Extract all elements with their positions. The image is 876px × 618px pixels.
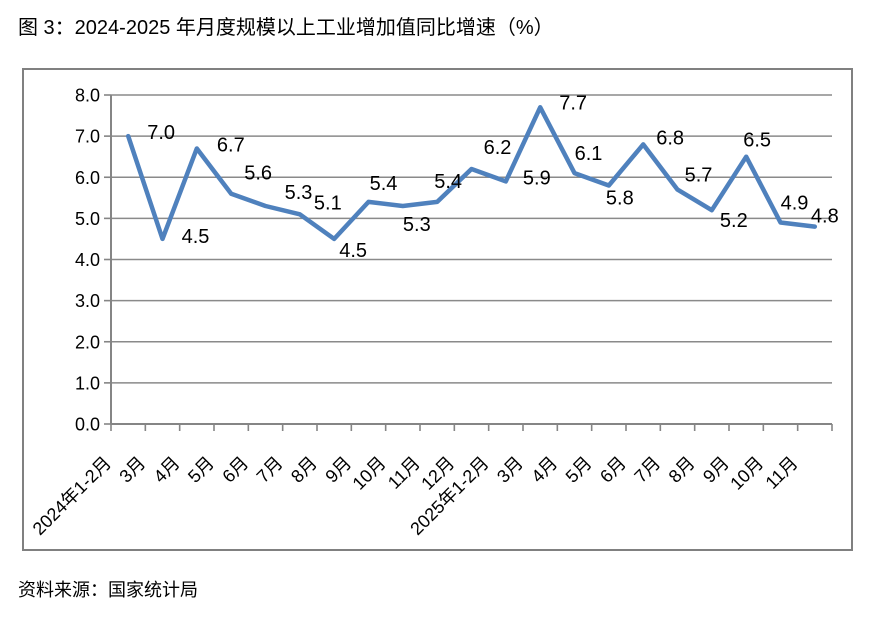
data-label: 5.9 bbox=[523, 167, 551, 189]
data-label: 5.1 bbox=[314, 192, 342, 214]
x-tick-label: 6月 bbox=[218, 453, 252, 487]
data-label: 4.5 bbox=[339, 240, 367, 262]
x-tick-label: 4月 bbox=[150, 453, 184, 487]
x-tick-label: 5月 bbox=[184, 453, 218, 487]
y-tick-label: 7.0 bbox=[75, 127, 100, 147]
data-label: 4.5 bbox=[182, 226, 210, 248]
x-tick-label: 4月 bbox=[527, 453, 561, 487]
y-axis-ticks bbox=[104, 94, 111, 425]
y-tick-label: 2.0 bbox=[75, 332, 100, 352]
data-label: 5.4 bbox=[434, 171, 462, 193]
data-label: 6.8 bbox=[656, 127, 684, 149]
y-tick-label: 4.0 bbox=[75, 250, 100, 270]
data-label: 5.7 bbox=[685, 165, 713, 187]
series-line bbox=[125, 105, 818, 242]
x-tick-label: 6月 bbox=[596, 453, 630, 487]
x-axis-labels: 2024年1-2月 3月 4月 5月 6月 7月 8月 9月10月11月12月2025年1-2… bbox=[29, 453, 802, 539]
data-label: 6.7 bbox=[217, 134, 245, 156]
x-tick-label: 11月 bbox=[762, 453, 802, 493]
x-tick-label: 5月 bbox=[562, 453, 596, 487]
data-label: 5.3 bbox=[403, 214, 431, 236]
data-label: 4.9 bbox=[781, 192, 809, 214]
data-label: 5.4 bbox=[370, 173, 398, 195]
y-tick-label: 5.0 bbox=[75, 209, 100, 229]
gridlines bbox=[111, 94, 832, 384]
x-tick-label: 7月 bbox=[253, 453, 287, 487]
data-label: 4.8 bbox=[811, 206, 839, 228]
data-label: 6.2 bbox=[484, 137, 512, 159]
x-tick-label: 8月 bbox=[665, 453, 699, 487]
data-label: 6.1 bbox=[575, 143, 603, 165]
series-polyline bbox=[125, 105, 818, 242]
y-tick-label: 0.0 bbox=[75, 415, 100, 435]
y-tick-label: 8.0 bbox=[75, 86, 100, 106]
x-tick-label: 11月 bbox=[384, 453, 424, 493]
x-tick-label: 2024年1-2月 bbox=[29, 453, 115, 539]
y-tick-label: 6.0 bbox=[75, 168, 100, 188]
x-axis-ticks bbox=[110, 424, 833, 431]
y-tick-label: 1.0 bbox=[75, 373, 100, 393]
chart-title: 图 3：2024-2025 年月度规模以上工业增加值同比增速（%） bbox=[18, 17, 554, 39]
x-tick-label: 3月 bbox=[115, 453, 149, 487]
data-label: 5.2 bbox=[720, 210, 748, 232]
data-label: 5.8 bbox=[606, 187, 634, 209]
data-label: 5.6 bbox=[244, 163, 272, 185]
y-tick-label: 3.0 bbox=[75, 291, 100, 311]
x-tick-label: 10月 bbox=[726, 453, 767, 494]
x-tick-label: 10月 bbox=[349, 453, 390, 494]
data-label: 6.5 bbox=[743, 130, 771, 152]
x-tick-label: 7月 bbox=[630, 453, 664, 487]
x-tick-label: 8月 bbox=[287, 453, 321, 487]
data-label: 5.3 bbox=[285, 182, 313, 204]
y-axis-labels: 0.0 1.0 2.0 3.0 4.0 5.0 6.0 7.0 8.0 bbox=[75, 86, 100, 435]
x-tick-label: 3月 bbox=[493, 453, 527, 487]
source-note: 资料来源：国家统计局 bbox=[18, 580, 198, 600]
data-label: 7.7 bbox=[559, 92, 587, 114]
chart-frame: 0.0 1.0 2.0 3.0 4.0 5.0 6.0 7.0 8.0 2024年1-2月 3月 4月… bbox=[22, 68, 853, 551]
data-label: 7.0 bbox=[147, 122, 175, 144]
data-labels: 7.04.56.75.65.3 5.14.55.45.35.46.25.97.76… bbox=[147, 92, 838, 262]
